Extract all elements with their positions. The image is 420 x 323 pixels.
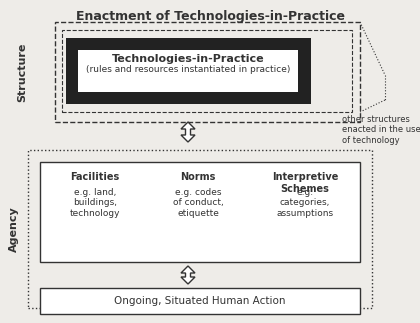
Text: e.g.
categories,
assumptions: e.g. categories, assumptions: [276, 188, 333, 218]
Bar: [40, 162, 360, 262]
Bar: [28, 150, 372, 308]
Bar: [66, 38, 311, 104]
Polygon shape: [181, 266, 195, 284]
Text: Facilities: Facilities: [71, 172, 120, 182]
Bar: [40, 288, 360, 314]
Text: e.g. codes
of conduct,
etiquette: e.g. codes of conduct, etiquette: [173, 188, 223, 218]
Text: (rules and resources instantiated in practice): (rules and resources instantiated in pra…: [86, 65, 290, 74]
Bar: [62, 30, 352, 112]
Text: Interpretive
Schemes: Interpretive Schemes: [272, 172, 338, 193]
Text: e.g. land,
buildings,
technology: e.g. land, buildings, technology: [70, 188, 120, 218]
Text: other structures
enacted in the use
of technology: other structures enacted in the use of t…: [342, 115, 420, 145]
Text: Enactment of Technologies-in-Practice: Enactment of Technologies-in-Practice: [76, 10, 344, 23]
Text: Agency: Agency: [9, 206, 19, 252]
Text: Technologies-in-Practice: Technologies-in-Practice: [112, 54, 264, 64]
Text: Norms: Norms: [180, 172, 216, 182]
Polygon shape: [181, 122, 195, 142]
Text: Structure: Structure: [17, 42, 27, 102]
Bar: [55, 22, 360, 122]
Text: Ongoing, Situated Human Action: Ongoing, Situated Human Action: [114, 296, 286, 306]
Bar: [78, 50, 298, 92]
